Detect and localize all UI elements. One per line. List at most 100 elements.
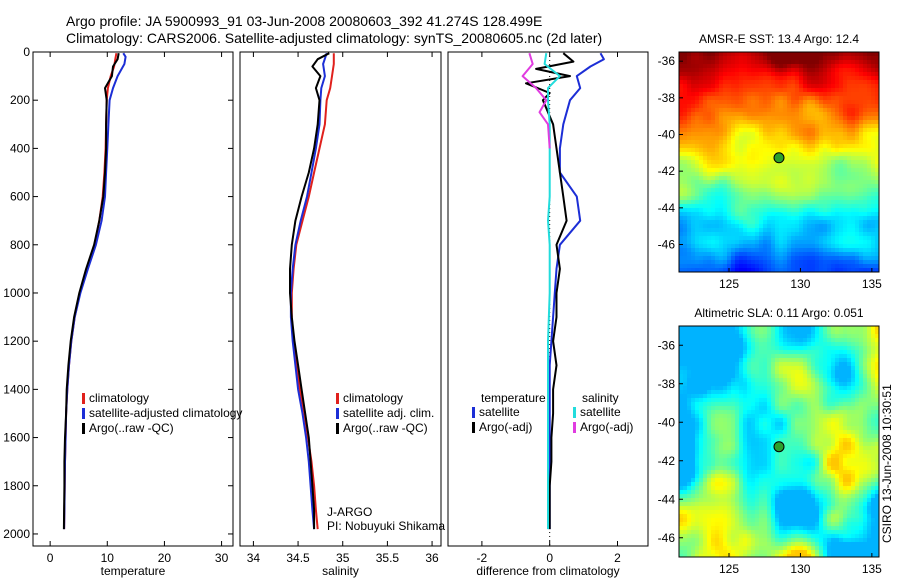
map-title: AMSR-E SST: 13.4 Argo: 12.4 bbox=[699, 32, 859, 46]
x-tick-label: 34 bbox=[247, 551, 261, 565]
plot-frame bbox=[32, 51, 234, 547]
legend-swatch bbox=[472, 407, 475, 418]
series-line-salinity-argo-adj- bbox=[521, 52, 551, 149]
y-tick-label: -36 bbox=[658, 338, 676, 352]
series-line-climatology bbox=[290, 53, 335, 530]
map-frame bbox=[678, 51, 880, 273]
legend-swatch bbox=[573, 422, 576, 433]
y-tick-label: -42 bbox=[658, 164, 676, 178]
y-tick-label: -38 bbox=[658, 91, 676, 105]
series-line-salinity-satellite bbox=[543, 53, 561, 530]
profile-panels: 0 10 20 30020040060080010001200140016001800… bbox=[3, 45, 649, 578]
y-tick-label: -44 bbox=[658, 201, 676, 215]
x-tick-label: 35.5 bbox=[376, 551, 400, 565]
y-tick-label: 1000 bbox=[3, 286, 30, 300]
series-line-satellite-adjusted-climatology bbox=[63, 52, 127, 530]
legend-label: satellite bbox=[479, 405, 520, 419]
legend-swatch bbox=[82, 393, 85, 404]
y-tick-label: 0 bbox=[23, 45, 30, 59]
float-pi-label: PI: Nobuyuki Shikama bbox=[327, 519, 445, 533]
y-tick-label: -40 bbox=[658, 128, 676, 142]
x-tick-label: 135 bbox=[862, 277, 882, 291]
y-tick-label: -46 bbox=[658, 238, 676, 252]
legend-header: salinity bbox=[582, 391, 619, 405]
y-tick-label: 800 bbox=[10, 238, 30, 252]
map-panels: 125 130 135 -36 -38 -40 -42 -44 -46 AMSR-E SST: 1… bbox=[658, 32, 883, 576]
x-tick-label: 130 bbox=[790, 562, 810, 576]
x-axis-label: salinity bbox=[322, 564, 359, 578]
header-line-2: Climatology: CARS2006. Satellite-adjuste… bbox=[66, 30, 602, 46]
legend-swatch bbox=[336, 408, 339, 419]
legend-header: temperature bbox=[481, 391, 546, 405]
y-tick-label: 1200 bbox=[3, 334, 30, 348]
amsr-e-sst-map: 125 130 135 -36 -38 -40 -42 -44 -46 AMSR-E SST: 1… bbox=[658, 32, 883, 291]
y-tick-label: 1400 bbox=[3, 382, 30, 396]
x-axis-label: difference from climatology bbox=[476, 564, 619, 578]
legend-label: Argo(..raw -QC) bbox=[89, 421, 174, 435]
legend-label: Argo(-adj) bbox=[479, 420, 532, 434]
map-cells bbox=[679, 52, 879, 272]
legend-label: climatology bbox=[343, 391, 403, 405]
x-tick-label: 34.5 bbox=[286, 551, 310, 565]
series-line-argo-raw-qc- bbox=[62, 53, 120, 530]
legend-label: satellite adj. clim. bbox=[343, 406, 434, 420]
series-lines bbox=[521, 52, 605, 530]
series-line-temperature-argo-adj- bbox=[525, 52, 575, 530]
salinity-profile: 34 34.5 35 35.5 36 salinity bbox=[239, 51, 442, 578]
legend-swatch bbox=[472, 422, 475, 433]
plot-frame bbox=[447, 51, 649, 547]
plot-frame bbox=[239, 51, 442, 547]
float-program-label: J-ARGO bbox=[327, 505, 372, 519]
legend-label: Argo(..raw -QC) bbox=[343, 421, 428, 435]
x-tick-label: 0 bbox=[546, 551, 553, 565]
series-line-argo-raw-qc- bbox=[289, 52, 330, 530]
x-axis-label: temperature bbox=[101, 564, 166, 578]
x-tick-label: 2 bbox=[614, 551, 621, 565]
x-tick-label: 130 bbox=[790, 277, 810, 291]
x-tick-label: 35 bbox=[336, 551, 350, 565]
temperature-profile: 0 10 20 30 0 200 400 600 800 1000 1200 1400 1600 1800… bbox=[3, 45, 234, 578]
y-tick-label: 2000 bbox=[3, 527, 30, 541]
y-tick-label: 400 bbox=[10, 141, 30, 155]
header-line-1: Argo profile: JA 5900993_91 03-Jun-2008 … bbox=[66, 13, 542, 29]
y-tick-label: -38 bbox=[658, 377, 676, 391]
y-tick-label: -46 bbox=[658, 531, 676, 545]
x-tick-label: 0 bbox=[47, 551, 54, 565]
legend-swatch bbox=[336, 393, 339, 404]
x-tick-label: 20 bbox=[158, 551, 172, 565]
legend-label: climatology bbox=[89, 391, 149, 405]
x-tick-label: 30 bbox=[215, 551, 229, 565]
map-title: Altimetric SLA: 0.11 Argo: 0.051 bbox=[694, 306, 864, 320]
y-tick-label: -44 bbox=[658, 492, 676, 506]
x-tick-label: 135 bbox=[862, 562, 882, 576]
map-frame bbox=[678, 325, 880, 558]
y-tick-label: 200 bbox=[10, 93, 30, 107]
series-lines bbox=[289, 52, 335, 530]
x-tick-label: 10 bbox=[101, 551, 115, 565]
x-tick-label: -2 bbox=[477, 551, 488, 565]
legend-swatch bbox=[573, 407, 576, 418]
y-tick-label: -42 bbox=[658, 454, 676, 468]
side-stamp: CSIRO 13-Jun-2008 10:30:51 bbox=[880, 384, 894, 543]
series-lines bbox=[62, 52, 127, 530]
argo-position-marker bbox=[773, 152, 785, 164]
y-tick-label: 600 bbox=[10, 190, 30, 204]
legend-swatch bbox=[82, 423, 85, 434]
legend-swatch bbox=[82, 408, 85, 419]
y-tick-label: 1600 bbox=[3, 431, 30, 445]
x-tick-label: 125 bbox=[719, 277, 739, 291]
legend-label: Argo(-adj) bbox=[580, 420, 633, 434]
y-tick-label: -36 bbox=[658, 54, 676, 68]
series-line-temperature-satellite bbox=[548, 52, 605, 530]
legend-label: satellite bbox=[580, 405, 621, 419]
legend-swatch bbox=[336, 423, 339, 434]
map-cells bbox=[679, 326, 879, 557]
x-tick-label: 36 bbox=[425, 551, 439, 565]
legend-label: satellite-adjusted climatology bbox=[89, 406, 242, 420]
y-tick-label: 1800 bbox=[3, 479, 30, 493]
series-line-satellite-adj-clim- bbox=[289, 52, 328, 530]
